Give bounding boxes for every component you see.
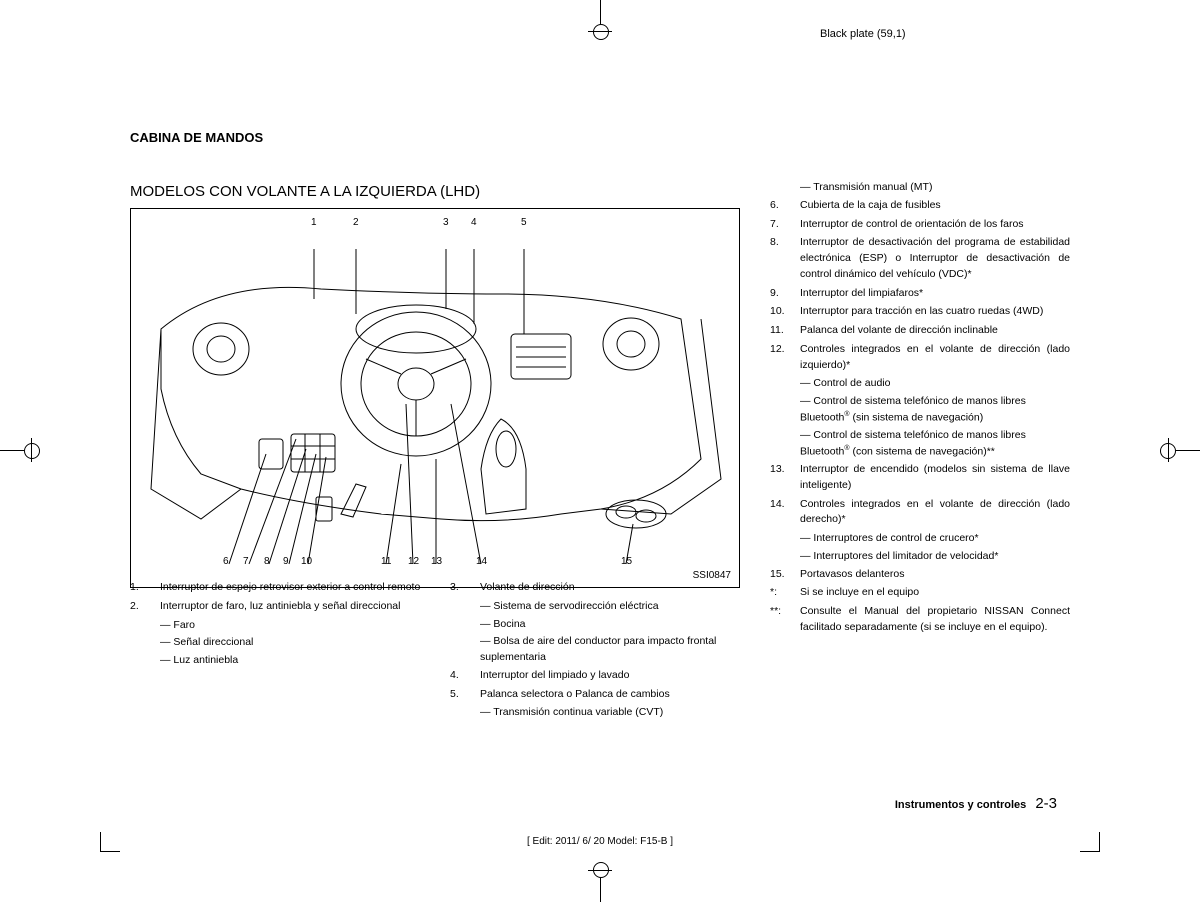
legend-text: Interruptor de espejo retrovisor exterio… xyxy=(160,580,430,596)
chapter-name: Instrumentos y controles xyxy=(895,799,1026,811)
legend-number: 11. xyxy=(770,323,800,339)
legend-item: 2.Interruptor de faro, luz antiniebla y … xyxy=(130,599,430,615)
crop-mark-top xyxy=(600,0,601,24)
legend-number: 2. xyxy=(130,599,160,615)
page-number: 2-3 xyxy=(1035,795,1057,812)
legend-number: 3. xyxy=(450,580,480,596)
legend-item: 8.Interruptor de desactivación del progr… xyxy=(770,235,1070,282)
legend-item: 1.Interruptor de espejo retrovisor exter… xyxy=(130,580,430,596)
section-title: CABINA DE MANDOS xyxy=(130,130,1070,145)
legend-number: 13. xyxy=(770,462,800,494)
legend-number: 7. xyxy=(770,217,800,233)
legend-sub-item: Señal direccional xyxy=(130,635,430,651)
legend-text: Si se incluye en el equipo xyxy=(800,585,1070,601)
legend-item: 9.Interruptor del limpiafaros* xyxy=(770,286,1070,302)
corner-br xyxy=(1080,832,1100,852)
legend-sub-item: Bolsa de aire del conductor para impacto… xyxy=(450,634,740,666)
legend-sub-item: Transmisión manual (MT) xyxy=(770,180,1070,196)
legend-number: 12. xyxy=(770,342,800,374)
legend-text: Palanca selectora o Palanca de cambios xyxy=(480,687,740,703)
footer-chapter: Instrumentos y controles 2-3 xyxy=(895,795,1057,812)
legend-column-mid: 3.Volante de dirección Sistema de servodi… xyxy=(450,580,740,723)
corner-bl xyxy=(100,832,120,852)
legend-text: Interruptor de encendido (modelos sin si… xyxy=(800,462,1070,494)
legend-sub-item: Faro xyxy=(130,618,430,634)
legend-number: 8. xyxy=(770,235,800,282)
legend-sub-item: Luz antiniebla xyxy=(130,653,430,669)
legend-text: Interruptor de faro, luz antiniebla y se… xyxy=(160,599,430,615)
legend-number: 10. xyxy=(770,304,800,320)
legend-item: 15.Portavasos delanteros xyxy=(770,567,1070,583)
legend-sub-item: Bocina xyxy=(450,617,740,633)
footer-edit-info: [ Edit: 2011/ 6/ 20 Model: F15-B ] xyxy=(527,836,673,847)
legend-column-right: Transmisión manual (MT) 6.Cubierta de la … xyxy=(770,180,1070,639)
legend-item: 3.Volante de dirección xyxy=(450,580,740,596)
legend-text: Interruptor del limpiado y lavado xyxy=(480,668,740,684)
legend-text: Consulte el Manual del propietario NISSA… xyxy=(800,604,1070,636)
legend-item: 11.Palanca del volante de dirección incl… xyxy=(770,323,1070,339)
legend-text: Portavasos delanteros xyxy=(800,567,1070,583)
legend-item: 4.Interruptor del limpiado y lavado xyxy=(450,668,740,684)
legend-item: *:Si se incluye en el equipo xyxy=(770,585,1070,601)
legend-number: **: xyxy=(770,604,800,636)
legend-text: Interruptor del limpiafaros* xyxy=(800,286,1070,302)
legend-text: Volante de dirección xyxy=(480,580,740,596)
legend-item: 5.Palanca selectora o Palanca de cambios xyxy=(450,687,740,703)
legend-sub-item: Control de sistema telefónico de manos l… xyxy=(770,428,1070,460)
legend-number: 5. xyxy=(450,687,480,703)
legend-item: 6.Cubierta de la caja de fusibles xyxy=(770,198,1070,214)
legend-item: **:Consulte el Manual del propietario NI… xyxy=(770,604,1070,636)
legend-text: Cubierta de la caja de fusibles xyxy=(800,198,1070,214)
legend-sub-item: Interruptores del limitador de velocidad… xyxy=(770,549,1070,565)
legend-text: Interruptor de control de orientación de… xyxy=(800,217,1070,233)
page-content: CABINA DE MANDOS MODELOS CON VOLANTE A L… xyxy=(130,130,1070,600)
legend-item: 7.Interruptor de control de orientación … xyxy=(770,217,1070,233)
callout-4: 4 xyxy=(471,217,477,228)
legend-number: *: xyxy=(770,585,800,601)
crop-mark-bottom xyxy=(600,878,601,902)
legend-number: 9. xyxy=(770,286,800,302)
legend-text: Controles integrados en el volante de di… xyxy=(800,497,1070,529)
legend-text: Controles integrados en el volante de di… xyxy=(800,342,1070,374)
legend-item: 13.Interruptor de encendido (modelos sin… xyxy=(770,462,1070,494)
legend-item: 10.Interruptor para tracción en las cuat… xyxy=(770,304,1070,320)
callout-3: 3 xyxy=(443,217,449,228)
crop-mark-right xyxy=(1176,450,1200,451)
legend-item: 12.Controles integrados en el volante de… xyxy=(770,342,1070,374)
legend-text: Interruptor para tracción en las cuatro … xyxy=(800,304,1070,320)
legend-sub-item: Sistema de servodirección eléctrica xyxy=(450,599,740,615)
legend-number: 15. xyxy=(770,567,800,583)
legend-item: 14.Controles integrados en el volante de… xyxy=(770,497,1070,529)
legend-sub-item: Control de sistema telefónico de manos l… xyxy=(770,394,1070,426)
legend-text: Interruptor de desactivación del program… xyxy=(800,235,1070,282)
callout-1: 1 xyxy=(311,217,317,228)
legend-number: 6. xyxy=(770,198,800,214)
legend-sub-item: Control de audio xyxy=(770,376,1070,392)
callout-5: 5 xyxy=(521,217,527,228)
legend-sub-item: Interruptores de control de crucero* xyxy=(770,531,1070,547)
black-plate-label: Black plate (59,1) xyxy=(820,28,906,40)
callout-2: 2 xyxy=(353,217,359,228)
legend-number: 14. xyxy=(770,497,800,529)
legend-number: 4. xyxy=(450,668,480,684)
dashboard-line-art xyxy=(141,239,731,569)
legend-column-left: 1.Interruptor de espejo retrovisor exter… xyxy=(130,580,430,671)
crop-mark-left xyxy=(0,450,24,451)
dashboard-figure: 1 2 3 4 5 6 7 8 9 10 11 12 13 14 15 xyxy=(130,208,740,588)
legend-number: 1. xyxy=(130,580,160,596)
legend-text: Palanca del volante de dirección inclina… xyxy=(800,323,1070,339)
legend-sub-item: Transmisión continua variable (CVT) xyxy=(450,705,740,721)
